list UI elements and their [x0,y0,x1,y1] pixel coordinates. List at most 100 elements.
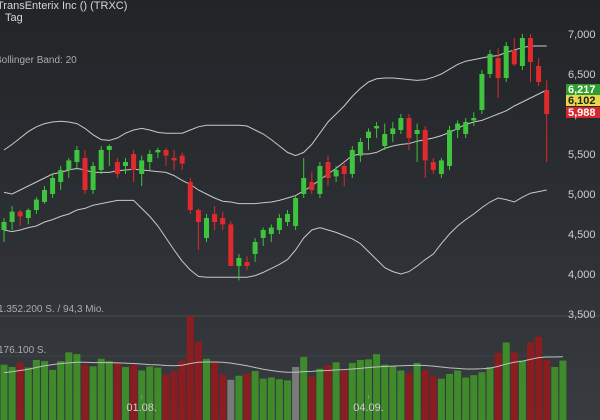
candle-body [204,218,209,238]
candle-body [33,199,39,210]
candle-body [147,154,153,162]
volume-bar [227,379,235,420]
volume-bar [203,358,210,420]
volume-max-label: 1.352.200 S. / 94,3 Mio. [0,304,105,315]
candle-body [98,150,104,170]
volume-bar [502,342,510,420]
volume-bar [429,376,437,420]
candle-body [479,74,485,110]
volume-bar [365,359,372,420]
volume-bar [356,359,364,420]
candle-body [528,38,533,62]
volume-bar [259,378,267,420]
candle-body [268,227,274,234]
y-tick-label: 4,500 [568,229,596,241]
price-marker-label: 6,102 [568,95,596,107]
candle-body [236,258,242,266]
candle-body [309,182,315,190]
price-marker-label: 5,988 [568,107,596,119]
volume-bar [251,371,259,420]
volume-bar [494,352,502,420]
chart-title: TransEnterix Inc () (TRXC) [0,0,128,12]
volume-bar [275,379,283,420]
volume-bar [551,366,559,420]
candle-body [544,90,550,114]
candle-body [123,162,128,166]
volume-bar [470,375,478,420]
candle-body [50,178,56,194]
volume-bar [340,370,348,420]
candle-body [195,210,201,222]
candle-body [487,54,493,74]
volume-bar [454,370,462,420]
candle-body [1,222,7,230]
volume-bar [462,377,470,420]
candle-body [106,146,112,150]
candle-body [285,214,290,222]
volume-bar [413,362,421,420]
volume-bar [89,366,97,420]
volume-bar [397,370,405,420]
bollinger-lower-line [3,189,547,278]
volume-bar [389,365,397,420]
volume-bar [41,361,48,420]
volume-bar [437,378,445,420]
volume-avg-label: 176.100 S. [0,345,47,356]
volume-bars [0,316,567,420]
volume-bar [559,360,567,420]
volume-bar [373,354,381,420]
volume-bar [113,362,121,420]
grid-lines [0,315,600,357]
volume-bar [292,366,300,420]
y-tick-label: 5,000 [568,189,596,201]
candle-body [276,218,282,230]
candle-body [82,158,88,190]
candle-body [90,166,96,190]
candle-body [511,50,517,65]
bollinger-label: Bollinger Band: 20 [0,55,77,66]
candle-body [406,118,412,138]
volume-bar [219,374,227,420]
candle-body [382,134,388,146]
volume-bar [267,377,275,420]
volume-bar [146,366,154,420]
volume-bar [211,362,219,420]
volume-bar [486,366,494,420]
y-tick-label: 3,500 [568,309,596,321]
volume-bar [178,360,186,420]
volume-bar [16,362,24,420]
candle-body [390,128,396,134]
y-tick-label: 5,500 [568,149,596,161]
candle-body [374,126,380,129]
candle-body [317,166,323,194]
candle-body [414,130,420,134]
candle-body [536,66,542,82]
candle-body [131,154,137,170]
interval-label: Tag [5,12,23,24]
candle-body [366,131,371,138]
candle-body [9,211,15,222]
candle-body [171,158,177,161]
volume-bar [421,369,429,420]
candle-body [187,182,193,210]
x-tick-label: 01.08. [126,402,157,414]
volume-bar [332,362,340,420]
candle-body [447,130,452,166]
candle-body [471,118,477,121]
candle-body [252,242,258,254]
candle-body [455,123,461,130]
candle-body [155,150,161,153]
volume-bar [300,357,308,420]
volume-bar [510,352,518,420]
candle-body [438,160,444,174]
volume-bar [194,341,202,420]
volume-bar [122,366,129,420]
candle-body [333,170,339,177]
candle-body [163,150,169,156]
volume-bar [162,374,170,420]
candle-body [139,160,145,174]
volume-bar [97,358,105,420]
candle-body [114,162,120,174]
